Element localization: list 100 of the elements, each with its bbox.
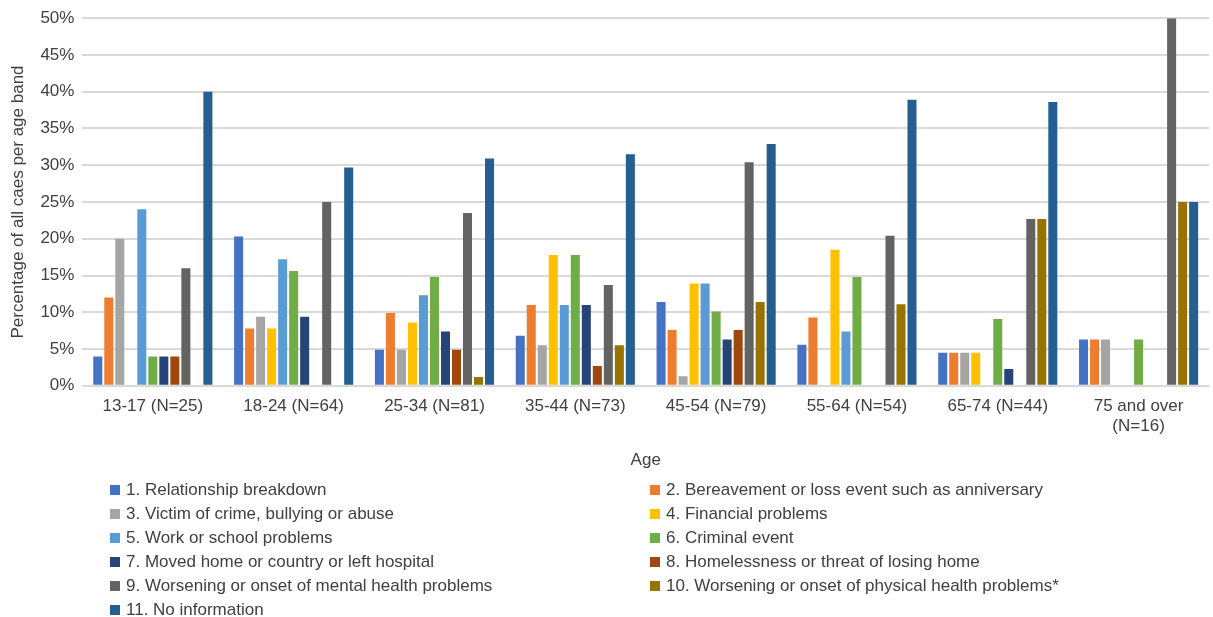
bar [485,158,495,385]
bar [115,238,125,385]
bar [526,304,536,385]
bar [907,99,917,385]
bar [896,304,906,385]
bar [592,365,602,385]
legend-label: 1. Relationship breakdown [126,480,327,500]
x-tick-label: 65-74 (N=44) [947,395,1049,415]
bar [385,313,395,385]
y-tick-label: 0% [49,375,75,395]
bar [300,316,310,385]
bar [170,356,180,385]
bar [104,297,114,385]
x-tick-label: 18-24 (N=64) [243,395,344,415]
legend-label: 10. Worsening or onset of physical health problems* [666,576,1059,596]
legend-label: 8. Homelessness or threat of losing home [666,552,980,572]
bar [841,331,851,385]
bar [440,331,450,385]
bar [949,352,959,385]
bar [374,349,384,385]
legend-label: 3. Victim of crime, bullying or abuse [126,504,395,524]
bar [797,344,807,385]
bar [1189,202,1199,385]
y-tick-label: 15% [40,265,75,285]
bar [93,356,103,385]
bar [559,304,569,385]
y-tick-label: 50% [40,7,75,27]
bar [733,329,743,385]
bar [137,209,147,385]
y-tick-label: 10% [40,301,75,321]
bar [515,335,525,385]
bar [407,322,417,385]
legend-label: 9. Worsening or onset of mental health problems [126,576,493,596]
bar [570,254,580,385]
bar [203,91,213,385]
bar [181,268,191,385]
bar [766,143,776,385]
y-tick-label: 45% [40,44,75,64]
y-tick-label: 30% [40,154,75,174]
x-axis-title: Age [630,450,661,470]
legend-label: 6. Criminal event [666,528,794,548]
bar [396,349,406,385]
bar [344,167,354,385]
x-tick-label: 45-54 (N=79) [665,395,767,415]
y-tick-label: 5% [49,338,75,358]
bar [830,249,840,385]
bar [267,328,277,385]
bar [322,202,332,385]
bar [1134,339,1144,385]
legend-label: 2. Bereavement or loss event such as anniversary [666,480,1044,500]
bar [548,254,558,385]
y-tick-label: 20% [40,228,75,248]
bar [689,283,699,385]
bar [1048,102,1058,385]
bar [1037,218,1047,385]
y-tick-label: 40% [40,81,75,101]
legend-label: 11. No information [126,600,264,617]
bar [474,376,484,385]
x-tick-label: 13-17 (N=25) [102,395,204,415]
bar [1178,202,1188,385]
bar [722,339,732,385]
y-tick-label: 25% [40,191,75,211]
bar [1079,339,1089,385]
bar [960,352,970,385]
bar [278,259,288,385]
bar [755,301,765,385]
bar [1026,218,1036,385]
bar [603,285,613,385]
bar [159,356,169,385]
bar [1004,368,1014,385]
bar [1090,339,1100,385]
legend-label: 7. Moved home or country or left hospital [126,552,435,572]
bar [418,295,428,385]
bar [148,356,158,385]
bar [256,316,266,385]
bar [852,276,862,385]
bar [245,328,255,385]
bar [667,329,677,385]
bar [625,154,635,385]
bar [971,352,981,385]
legend-label: 5. Work or school problems [126,528,333,548]
bar [885,235,895,385]
bar [808,317,818,385]
x-tick-label: 75 and over (N=16) [1093,395,1184,436]
x-tick-label: 55-64 (N=54) [806,395,908,415]
bar [581,304,591,385]
y-tick-label: 35% [40,118,75,138]
bar [451,349,462,385]
bar [429,276,439,385]
bar [993,318,1003,385]
bar [678,376,688,385]
bar [289,271,299,385]
y-axis-title: Percentage of all caes per age band [7,65,27,339]
bar [234,236,244,385]
bar [744,162,754,385]
bar [614,345,624,385]
x-tick-label: 35-44 (N=73) [524,395,626,415]
bar [1101,339,1111,385]
bar [700,283,710,385]
bar [656,301,666,385]
